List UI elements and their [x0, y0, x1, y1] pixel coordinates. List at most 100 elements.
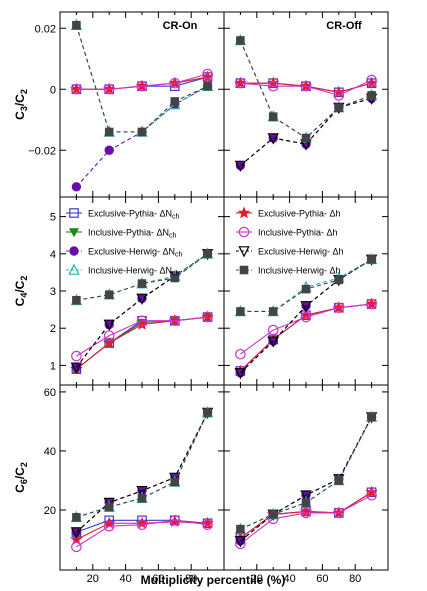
legend-label: Inclusive-Pythia- ΔNch — [88, 228, 177, 240]
series-line-inclusive_pythia_dh — [76, 316, 208, 357]
y-axis-label-row-1: C3/C2 — [13, 89, 29, 120]
series-line-inclusive_herwig_nch — [75, 25, 208, 133]
point-inclusive_pythia_dh — [267, 80, 279, 92]
series-line-exclusive_herwig_dh — [76, 412, 209, 533]
point-inclusive_herwig_dh — [268, 510, 278, 519]
panel-title: CR-Off — [326, 20, 362, 32]
point-inclusive_herwig_dh — [367, 91, 376, 100]
point-exclusive_herwig_dh — [234, 536, 247, 548]
x-tick-label: 80 — [349, 573, 361, 585]
legend-label: Inclusive-Herwig- ΔNch — [88, 266, 180, 278]
point-exclusive_pythia_dh — [168, 515, 181, 528]
point-exclusive_herwig_dh — [300, 301, 312, 313]
point-inclusive_herwig_dh — [301, 284, 311, 294]
legend-marker — [239, 265, 249, 275]
legend-entry-exclusive_pythia_dh: Exclusive-Pythia- Δh — [236, 206, 341, 219]
point-inclusive_pythia_dh — [235, 77, 246, 89]
y-tick-label: 5 — [50, 212, 56, 224]
point-inclusive_herwig_dh — [137, 279, 147, 288]
point-inclusive_herwig_dh — [170, 97, 180, 106]
point-inclusive_herwig_dh — [170, 273, 180, 283]
series-inclusive_herwig_dh — [72, 408, 212, 522]
point-exclusive_herwig_dh — [103, 319, 115, 332]
point-inclusive_pythia_dh — [300, 80, 312, 92]
point-exclusive_herwig_dh — [136, 485, 148, 498]
point-exclusive_pythia_dh — [103, 516, 116, 529]
y-tick-label: 4 — [50, 249, 56, 261]
series-inclusive_pythia_dh — [235, 298, 377, 360]
point-exclusive_herwig_dh — [70, 362, 83, 374]
legend-entry-exclusive_pythia_nch: Exclusive-Pythia- ΔNch — [66, 208, 180, 221]
point-exclusive_herwig_dh — [234, 160, 247, 173]
point-exclusive_herwig_nch — [71, 182, 82, 192]
legend-entry-inclusive_pythia_nch: Inclusive-Pythia- ΔNch — [66, 228, 177, 240]
series-line-inclusive_herwig_dh — [76, 253, 208, 301]
y-tick-label: −0.02 — [28, 145, 56, 157]
point-inclusive_pythia_dh — [333, 302, 345, 314]
point-exclusive_pythia_dh — [201, 310, 214, 323]
point-exclusive_herwig_dh — [267, 336, 279, 348]
series-inclusive_herwig_dh — [72, 249, 212, 305]
point-inclusive_pythia_dh — [136, 315, 148, 327]
point-inclusive_herwig_dh — [301, 498, 311, 507]
point-inclusive_pythia_dh — [169, 514, 181, 526]
point-inclusive_herwig_dh — [268, 307, 278, 316]
x-tick-label: 20 — [251, 573, 263, 585]
point-inclusive_pythia_dh — [202, 68, 213, 80]
point-inclusive_pythia_dh — [103, 520, 115, 532]
point-inclusive_herwig_dh — [367, 255, 376, 264]
y-tick-label: 0.02 — [35, 23, 56, 35]
series-inclusive_pythia_dh — [71, 514, 213, 553]
legend-marker — [238, 226, 250, 238]
point-inclusive_herwig_dh — [236, 524, 245, 534]
series-inclusive_pythia_dh — [71, 311, 213, 362]
point-inclusive_pythia_dh — [169, 315, 181, 327]
legend-label: Exclusive-Herwig- Δh — [258, 247, 344, 257]
point-exclusive_pythia_dh — [365, 485, 378, 498]
legend-entry-inclusive_herwig_nch: Inclusive-Herwig- ΔNch — [66, 263, 180, 278]
legend: Exclusive-Pythia- ΔNch Inclusive-Pythia- … — [66, 206, 344, 278]
series-inclusive_herwig_dh — [236, 412, 376, 534]
legend-label: Exclusive-Pythia- Δh — [258, 209, 341, 219]
legend-marker — [68, 263, 80, 275]
point-inclusive_herwig_dh — [104, 502, 114, 512]
point-inclusive_pythia_dh — [136, 519, 148, 531]
y-tick-label: 0 — [50, 84, 56, 96]
x-tick-label: 80 — [185, 573, 197, 585]
series-inclusive_pythia_dh — [71, 68, 213, 95]
point-inclusive_herwig_dh — [72, 20, 81, 30]
panel-title: CR-On — [163, 20, 198, 32]
point-exclusive_herwig_dh — [234, 368, 247, 380]
point-inclusive_pythia_dh — [71, 541, 82, 553]
legend-label: Exclusive-Pythia- ΔNch — [88, 209, 180, 221]
y-tick-label: 1 — [50, 360, 56, 372]
series-line-inclusive_pythia_dh — [240, 303, 372, 355]
point-exclusive_herwig_dh — [136, 293, 148, 305]
point-inclusive_pythia_dh — [71, 83, 82, 95]
y-tick-label: 3 — [50, 286, 56, 298]
point-inclusive_pythia_dh — [235, 348, 246, 360]
legend-marker — [69, 246, 79, 256]
legend-entry-exclusive_herwig_dh: Exclusive-Herwig- Δh — [236, 246, 344, 258]
point-inclusive_herwig_dh — [334, 476, 344, 485]
series-line-inclusive_pythia_dh — [76, 73, 208, 90]
series-inclusive_herwig_dh — [236, 255, 376, 316]
point-exclusive_pythia_dh — [103, 336, 116, 349]
legend-marker — [69, 208, 79, 218]
panel-r1-c2: CR-Off — [223, 11, 389, 198]
panel-r2-c2 — [223, 196, 389, 386]
point-inclusive_herwig_dh — [104, 127, 114, 137]
series-line-inclusive_pythia_dh — [76, 519, 208, 548]
point-exclusive_pythia_dh — [267, 76, 280, 89]
series-inclusive_pythia_dh — [235, 74, 377, 101]
point-inclusive_herwig_dh — [137, 493, 147, 503]
point-inclusive_herwig_dh — [104, 290, 114, 300]
point-inclusive_herwig_dh — [170, 477, 180, 487]
y-tick-label: 20 — [44, 505, 56, 517]
panel-r3-c1: 20 40 60 20 40 60 80 — [44, 384, 225, 585]
point-inclusive_pythia_dh — [366, 298, 377, 310]
series-line-inclusive_pythia_dh — [240, 79, 372, 96]
point-inclusive_herwig_dh — [203, 408, 212, 417]
